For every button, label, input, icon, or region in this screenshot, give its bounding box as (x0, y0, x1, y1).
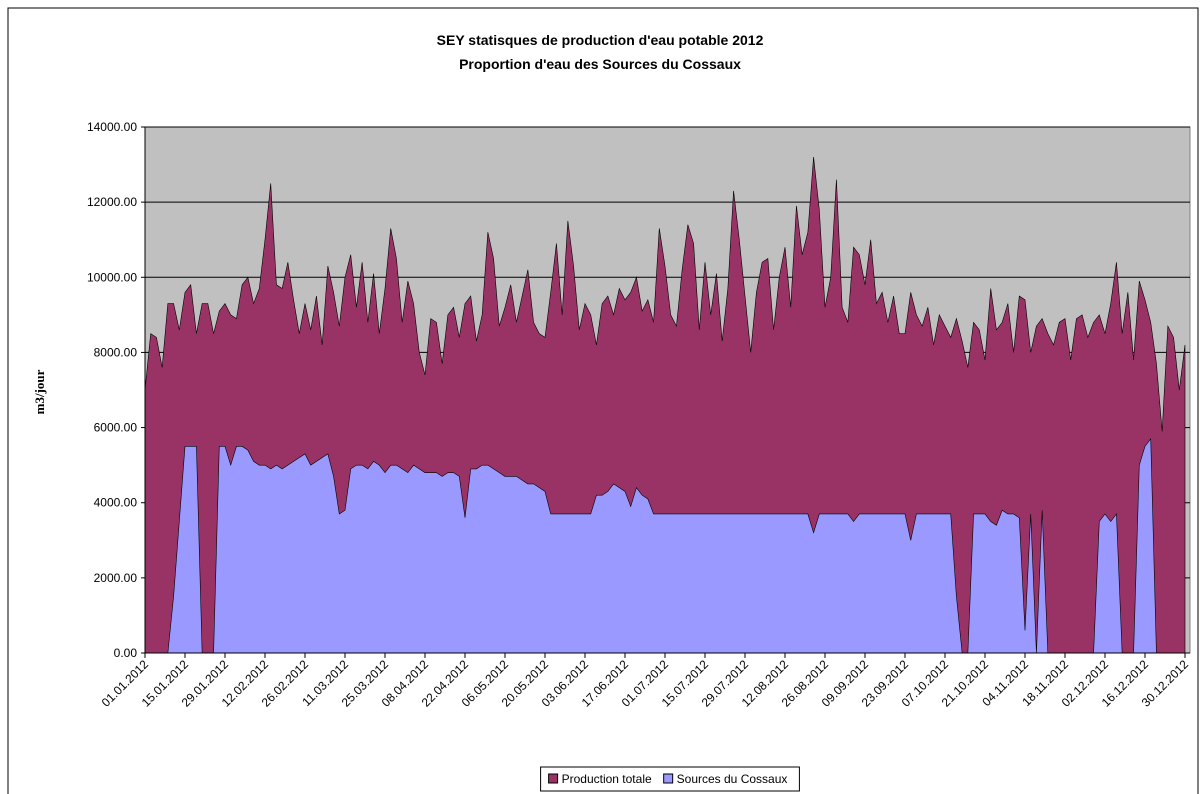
y-tick-label: 6000.00 (94, 421, 138, 435)
legend-swatch (663, 773, 674, 784)
y-tick-label: 14000.00 (87, 120, 137, 134)
y-tick-label: 12000.00 (87, 195, 137, 209)
y-tick-label: 8000.00 (94, 345, 138, 359)
y-tick-label: 0.00 (114, 646, 138, 660)
chart-subtitle: Proportion d'eau des Sources du Cossaux (459, 56, 741, 72)
area (145, 437, 1185, 654)
legend-label: Production totale (562, 772, 652, 786)
chart-title: SEY statisques de production d'eau potab… (437, 32, 764, 48)
y-tick-label: 4000.00 (94, 496, 138, 510)
y-tick-label: 10000.00 (87, 270, 137, 284)
legend-swatch (548, 773, 559, 784)
y-tick-label: 2000.00 (94, 571, 138, 585)
legend-label: Sources du Cossaux (677, 772, 788, 786)
y-axis-label: m3/jour (32, 369, 47, 414)
